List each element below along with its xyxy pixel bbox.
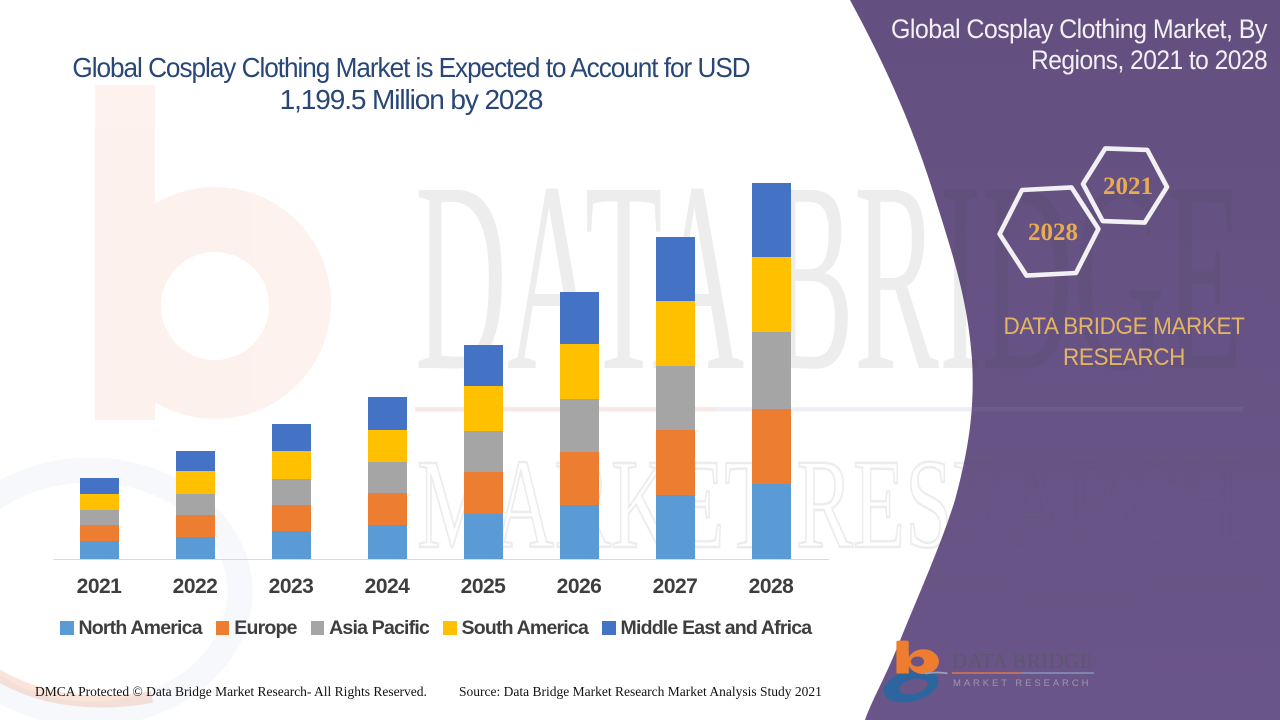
panel-title-line2: Regions, 2021 to 2028 bbox=[1030, 45, 1268, 75]
headline-line2: 1,199.5 Million by 2028 bbox=[279, 84, 544, 115]
bar-segment-2026-south-america bbox=[559, 344, 599, 400]
bar-segment-2027-south-america bbox=[655, 300, 695, 366]
bar-segment-2021-north-america bbox=[79, 541, 119, 559]
bar-segment-2027-europe bbox=[655, 430, 695, 496]
x-axis-line bbox=[53, 559, 829, 560]
x-axis-label-2025: 2025 bbox=[460, 575, 506, 598]
legend-label: North America bbox=[78, 616, 203, 639]
bar-segment-2024-middle-east-and-africa bbox=[367, 397, 407, 430]
bar-segment-2026-middle-east-and-africa bbox=[559, 291, 599, 345]
dmca-notice: DMCA Protected © Data Bridge Market Rese… bbox=[35, 684, 427, 699]
bar-segment-2025-asia-pacific bbox=[463, 431, 503, 472]
bar-segment-2024-asia-pacific bbox=[367, 462, 407, 494]
legend-swatch bbox=[310, 621, 325, 635]
legend-swatch bbox=[443, 621, 457, 635]
chart-legend: North America Europe Asia Pacific South Ame… bbox=[60, 615, 850, 641]
bar-segment-2023-north-america bbox=[271, 531, 311, 559]
legend-label: Europe bbox=[234, 616, 297, 639]
bar-segment-2028-europe bbox=[751, 408, 791, 485]
x-axis-label-2028: 2028 bbox=[748, 575, 794, 598]
bar-segment-2024-north-america bbox=[367, 525, 407, 559]
legend-label: Asia Pacific bbox=[329, 616, 430, 639]
x-axis-label-2023: 2023 bbox=[268, 575, 314, 598]
bar-segment-2022-asia-pacific bbox=[175, 494, 215, 515]
headline-line1: Global Cosplay Clothing Market is Expect… bbox=[72, 52, 750, 83]
bar-segment-2025-europe bbox=[463, 471, 503, 515]
watermark-market-research: MARKET RESEARCH bbox=[417, 433, 1241, 575]
bar-segment-2024-south-america bbox=[367, 429, 407, 463]
x-axis-label-2022: 2022 bbox=[172, 575, 218, 598]
watermark-ring bbox=[0, 457, 253, 720]
stacked-bar-chart bbox=[79, 183, 791, 559]
bar-segment-2021-asia-pacific bbox=[79, 510, 119, 526]
source-note: Source: Data Bridge Market Research Mark… bbox=[459, 684, 822, 699]
legend-swatch bbox=[602, 621, 616, 635]
bar-segment-2025-north-america bbox=[463, 514, 503, 559]
bar-segment-2028-middle-east-and-africa bbox=[751, 183, 791, 257]
watermark-data-bridge: DATA BRIDGE bbox=[415, 126, 1243, 427]
legend-label: South America bbox=[461, 616, 589, 639]
watermark-underline-right bbox=[715, 407, 1243, 412]
legend-swatch bbox=[215, 621, 230, 635]
x-axis-label-2026: 2026 bbox=[556, 575, 602, 598]
legend-item-middle-east-and-africa: Middle East and Africa bbox=[602, 616, 813, 640]
bar-segment-2028-north-america bbox=[751, 484, 791, 559]
bar-segment-2024-europe bbox=[367, 493, 407, 526]
brand-name-line1: DATA BRIDGE MARKET bbox=[1003, 313, 1245, 340]
dbmr-logo-icon bbox=[883, 640, 948, 703]
bar-segment-2025-south-america bbox=[463, 386, 503, 432]
bar-segment-2025-middle-east-and-africa bbox=[463, 345, 503, 387]
x-axis-label-2027: 2027 bbox=[652, 575, 698, 598]
bar-segment-2023-europe bbox=[271, 505, 311, 532]
bar-segment-2026-asia-pacific bbox=[559, 399, 599, 452]
watermark-b-logo bbox=[95, 85, 331, 420]
x-axis-label-2021: 2021 bbox=[76, 575, 122, 598]
bar-segment-2022-middle-east-and-africa bbox=[175, 450, 215, 472]
hexagon-2028 bbox=[997, 185, 1101, 278]
bar-segment-2023-south-america bbox=[271, 451, 311, 480]
hexagon-year-2021: 2021 bbox=[1103, 173, 1153, 200]
legend-item-south-america: South America bbox=[443, 616, 589, 640]
logo-underline bbox=[952, 671, 1094, 674]
bar-segment-2028-south-america bbox=[751, 256, 791, 332]
legend-item-europe: Europe bbox=[215, 616, 297, 640]
bar-segment-2021-europe bbox=[79, 525, 119, 542]
legend-label: Middle East and Africa bbox=[620, 616, 813, 639]
bar-segment-2022-europe bbox=[175, 514, 215, 537]
legend-item-asia-pacific: Asia Pacific bbox=[310, 616, 430, 640]
bar-segment-2028-asia-pacific bbox=[751, 331, 791, 409]
bar-segment-2027-asia-pacific bbox=[655, 366, 695, 431]
bar-segment-2026-north-america bbox=[559, 504, 599, 559]
brand-name-line2: RESEARCH bbox=[1063, 344, 1185, 371]
bar-segment-2021-south-america bbox=[79, 493, 119, 511]
panel-title-line1: Global Cosplay Clothing Market, By bbox=[891, 14, 1267, 44]
hexagon-year-2028: 2028 bbox=[1028, 219, 1078, 246]
bar-segment-2021-middle-east-and-africa bbox=[79, 478, 119, 494]
bar-segment-2027-north-america bbox=[655, 495, 695, 559]
legend-item-north-america: North America bbox=[60, 616, 203, 640]
bar-segment-2022-north-america bbox=[175, 536, 215, 559]
bar-segment-2023-middle-east-and-africa bbox=[271, 423, 311, 452]
bar-segment-2023-asia-pacific bbox=[271, 479, 311, 506]
logo-tagline: MARKET RESEARCH bbox=[953, 678, 1092, 689]
bar-segment-2026-europe bbox=[559, 451, 599, 505]
bar-segment-2022-south-america bbox=[175, 471, 215, 495]
logo-wordmark: DATA BRIDGE bbox=[952, 649, 1093, 673]
hexagon-badges bbox=[997, 146, 1170, 278]
hexagon-2021 bbox=[1080, 146, 1170, 225]
x-axis-label-2024: 2024 bbox=[364, 575, 410, 598]
bar-segment-2027-middle-east-and-africa bbox=[655, 236, 695, 301]
legend-swatch bbox=[60, 621, 74, 635]
